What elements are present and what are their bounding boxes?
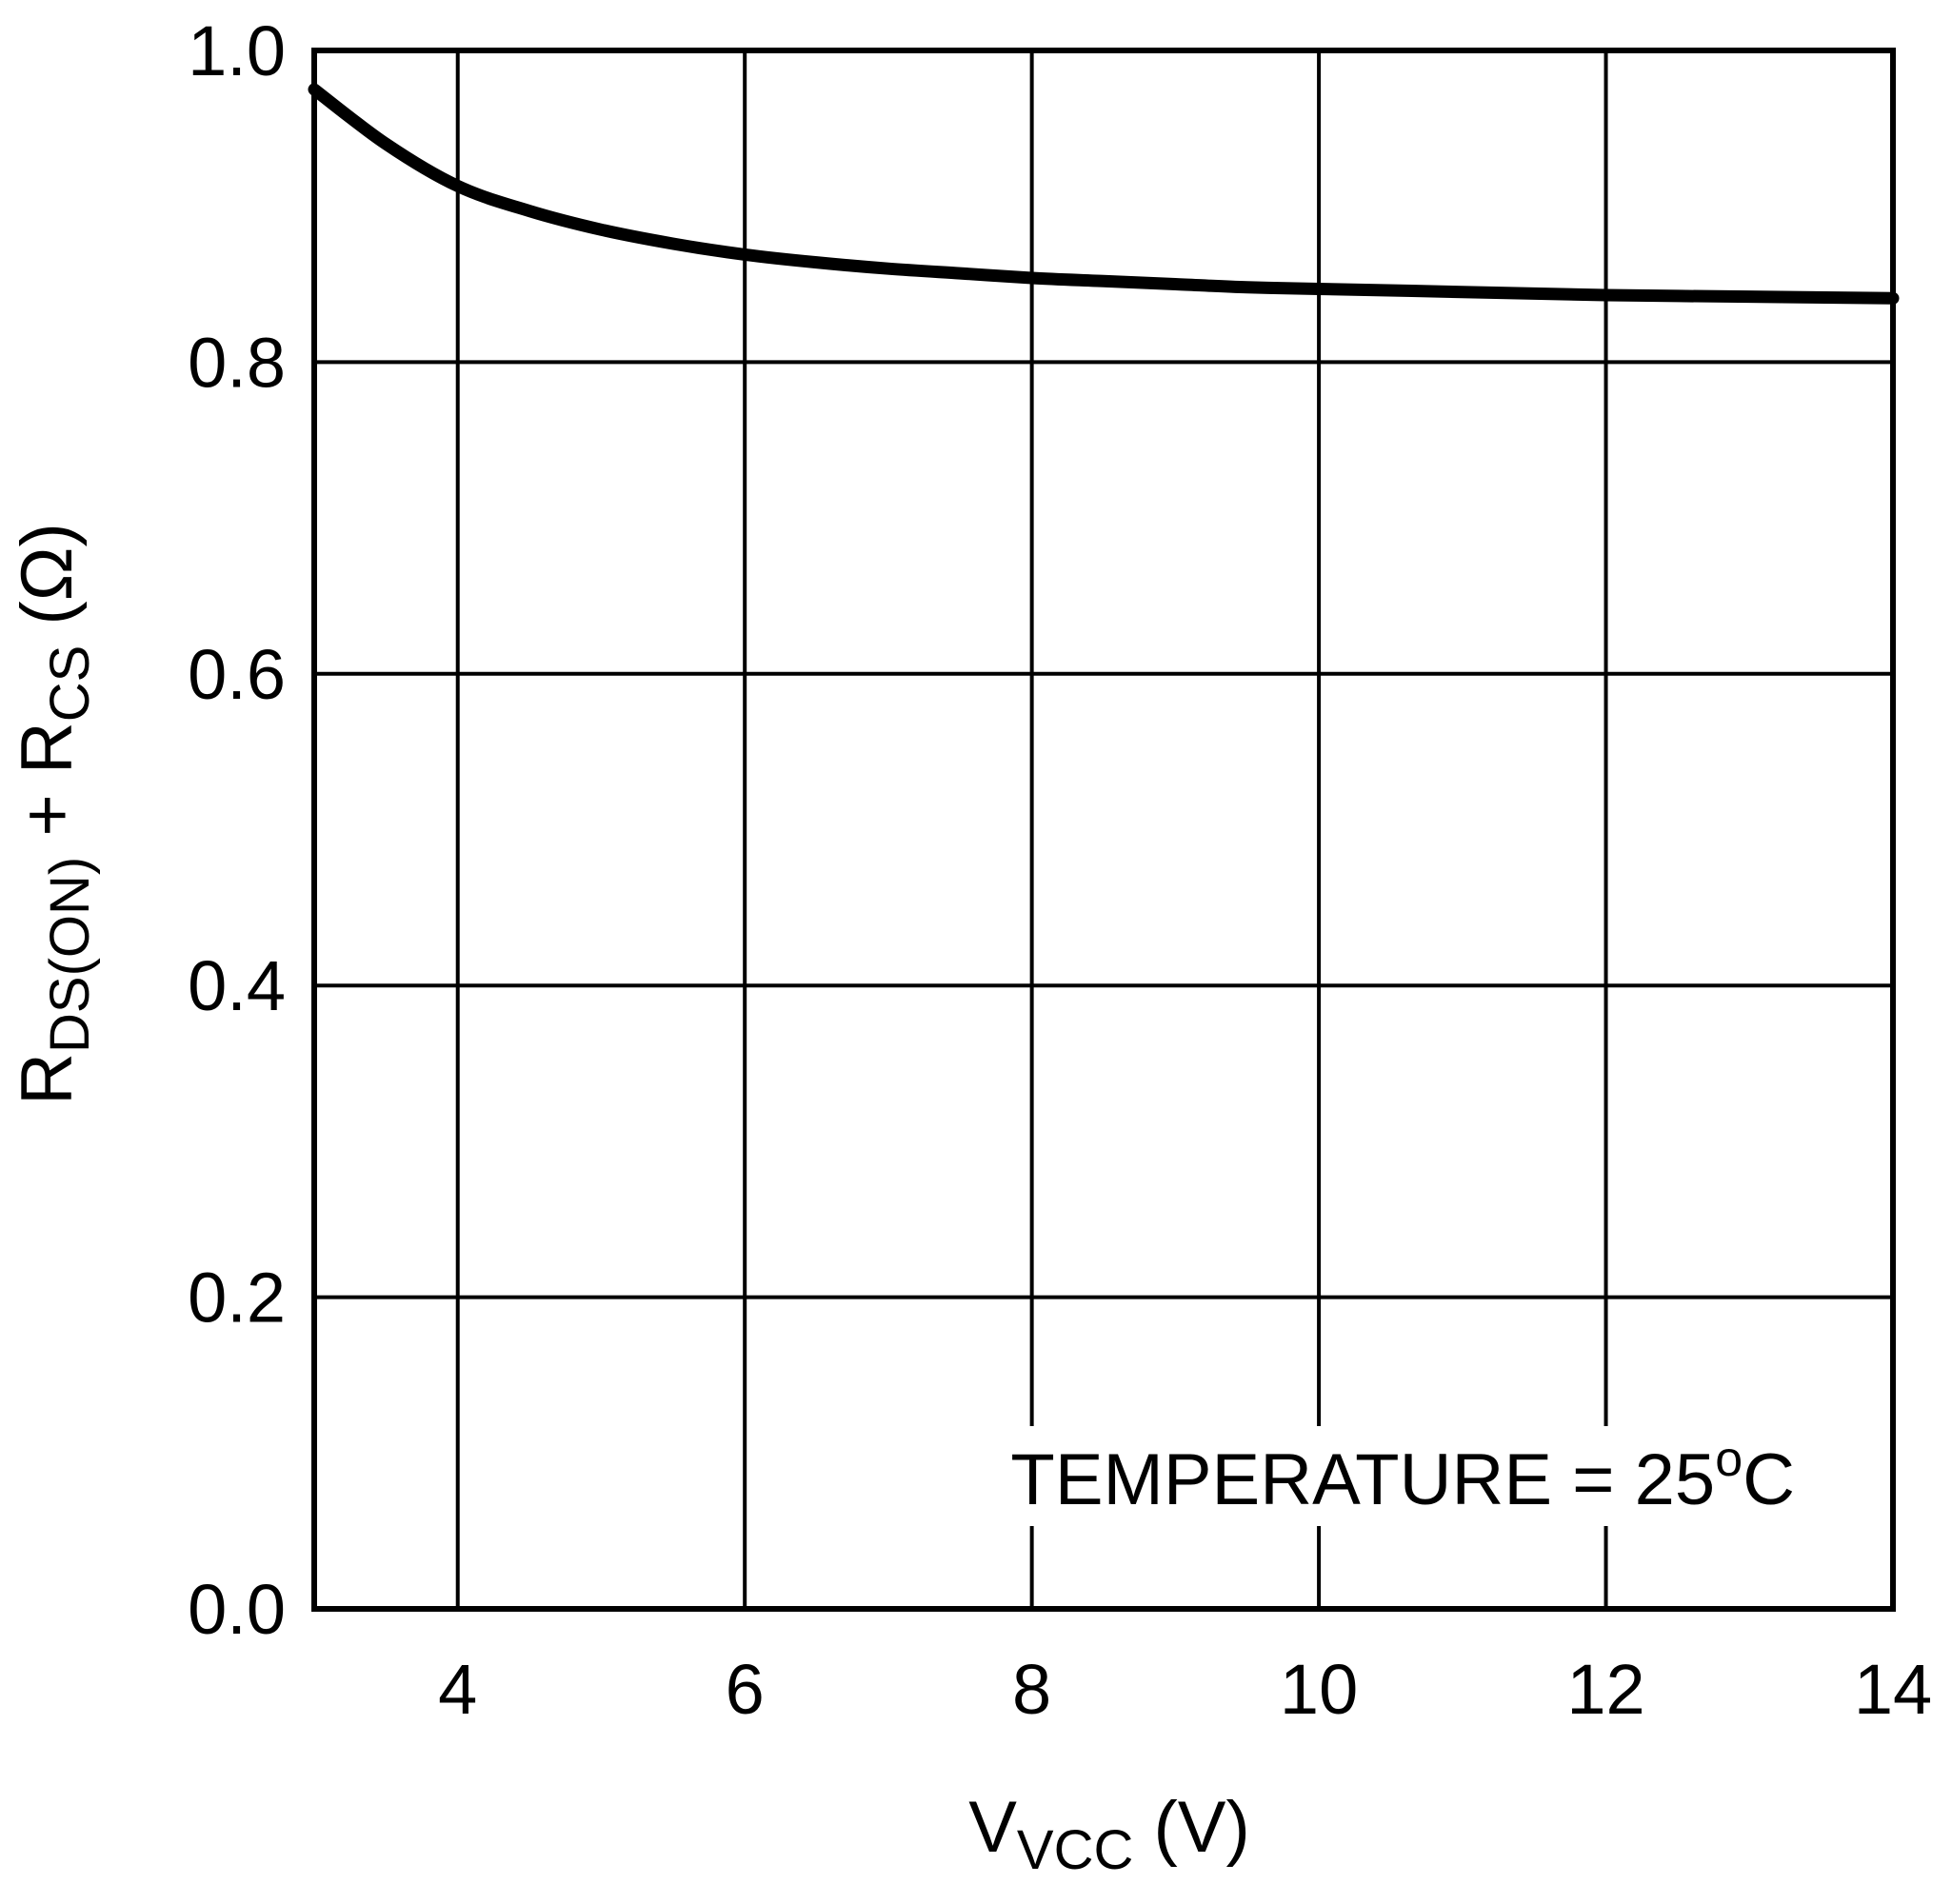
annotation-degree-sup: o: [1715, 1432, 1743, 1487]
y-axis-label-r1-sub: DS(ON): [39, 857, 101, 1053]
annotation-suffix: C: [1743, 1439, 1795, 1520]
x-tick-labels: 4 6 8 10 12 14: [438, 1650, 1932, 1729]
y-tick-label: 0.6: [188, 635, 286, 714]
plot-frame: [311, 48, 1896, 1612]
x-tick-label: 8: [1012, 1650, 1051, 1729]
x-tick-label: 4: [438, 1650, 477, 1729]
y-axis-label: RDS(ON) + RCS (Ω): [7, 523, 101, 1105]
x-axis-label-unit: (V): [1133, 1787, 1249, 1868]
annotation-text: TEMPERATURE = 25: [1010, 1439, 1715, 1520]
y-tick-label: 0.2: [188, 1259, 286, 1338]
y-axis-label-r2-sub: CS: [39, 645, 101, 723]
y-tick-labels: 0.0 0.2 0.4 0.6 0.8 1.0: [188, 11, 286, 1649]
series-line: [308, 83, 1900, 305]
y-axis-label-plus: + R: [7, 722, 88, 857]
x-tick-label: 14: [1854, 1650, 1932, 1729]
temperature-annotation: TEMPERATURE = 25oC: [1010, 1432, 1795, 1520]
x-tick-label: 6: [726, 1650, 765, 1729]
series-group: [308, 83, 1900, 305]
y-axis-label-r1: R: [7, 1053, 88, 1105]
y-tick-label: 1.0: [188, 11, 286, 90]
y-axis-label-unit: (Ω): [7, 523, 88, 645]
x-axis-label-main: V: [968, 1787, 1017, 1868]
x-axis-label-sub: VCC: [1017, 1819, 1133, 1881]
y-tick-label: 0.8: [188, 323, 286, 402]
y-tick-label: 0.0: [188, 1570, 286, 1649]
y-tick-label: 0.4: [188, 946, 286, 1025]
x-axis-label: VVCC (V): [968, 1787, 1250, 1881]
x-tick-label: 10: [1280, 1650, 1358, 1729]
x-tick-label: 12: [1566, 1650, 1644, 1729]
annotation-background: [999, 1426, 1806, 1526]
